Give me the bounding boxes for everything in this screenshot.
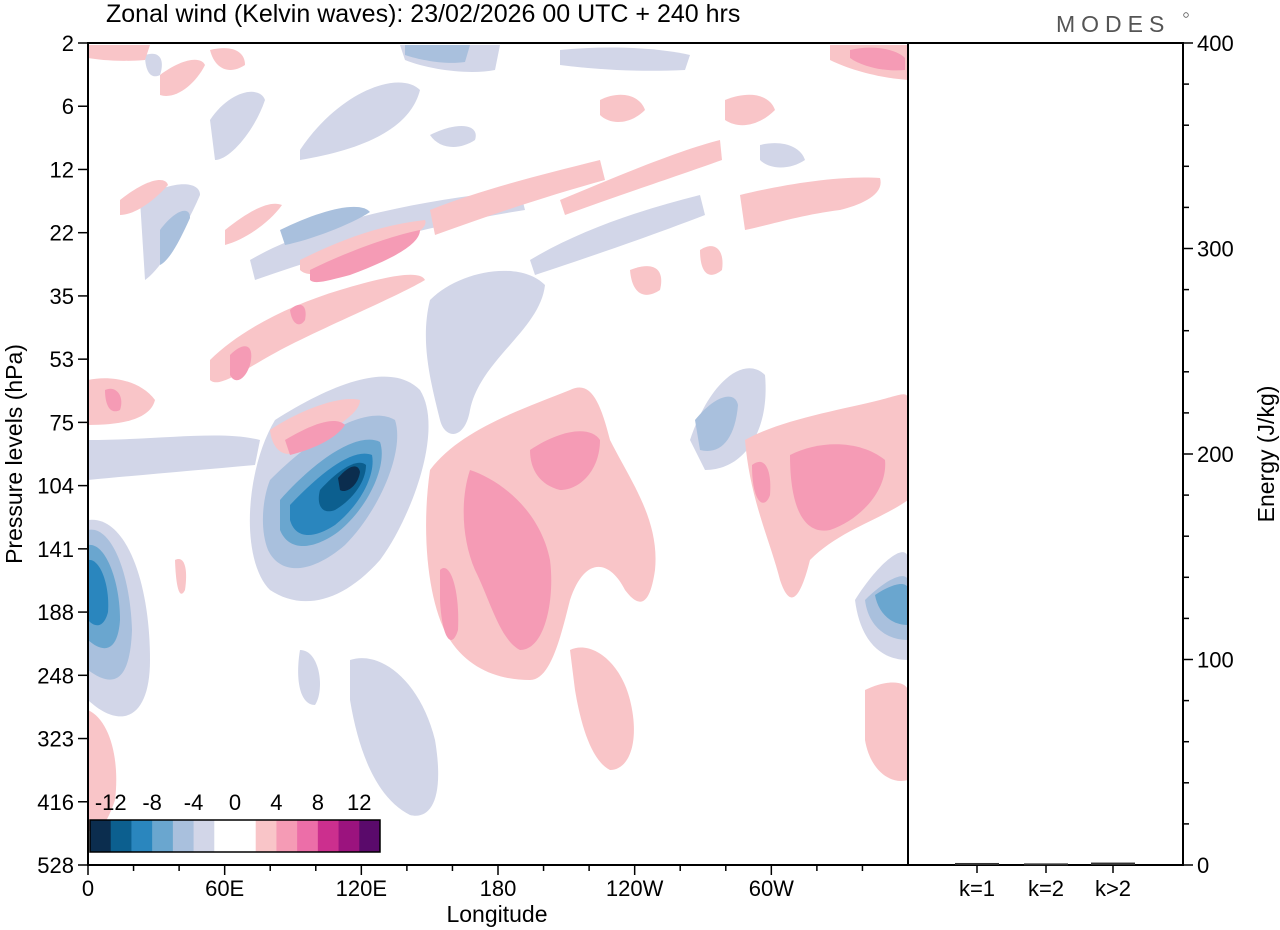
colorbar-swatch <box>172 820 195 852</box>
colorbar-swatch <box>110 820 132 852</box>
colorbar-swatch <box>317 820 340 852</box>
energy-tick-label: 400 <box>1197 31 1234 56</box>
colorbar-label: -4 <box>184 790 204 815</box>
x-axis-ticks: 0 60E 120E 180 120W 60W <box>82 865 864 901</box>
colorbar-swatch <box>276 820 298 852</box>
y-tick-label: 188 <box>37 600 74 625</box>
energy-category-label: k=2 <box>1028 876 1064 901</box>
energy-tick-label: 0 <box>1197 853 1209 878</box>
energy-tick-label: 100 <box>1197 648 1234 673</box>
logo-registered-mark <box>1183 12 1189 18</box>
energy-category-labels: k=1 k=2 k>2 <box>959 865 1131 901</box>
energy-category-label: k=1 <box>959 876 995 901</box>
colorbar-label: 4 <box>270 790 282 815</box>
y-tick-label: 416 <box>37 790 74 815</box>
positive-anomaly-mid <box>105 47 905 650</box>
energy-panel: 0 100 200 300 400 k=1 k=2 k>2 Energy (J/kg) <box>907 31 1279 901</box>
colorbar-swatch <box>297 820 319 852</box>
energy-tick-label: 300 <box>1197 237 1234 262</box>
x-tick-label: 180 <box>480 876 517 901</box>
y-tick-label: 75 <box>50 410 74 435</box>
x-tick-label: 120W <box>606 876 664 901</box>
colorbar-swatch <box>235 820 257 852</box>
modes-logo: MODES <box>1056 11 1170 37</box>
main-axes: 0 60E 120E 180 120W 60W 2 6 12 22 35 53 75 104 141 188… <box>1 31 909 927</box>
y-tick-label: 53 <box>50 347 74 372</box>
x-tick-label: 0 <box>82 876 94 901</box>
colorbar-swatch <box>90 820 112 852</box>
y-tick-label: 2 <box>62 31 74 56</box>
x-tick-label: 120E <box>336 876 387 901</box>
energy-bars <box>955 862 1135 866</box>
colorbar: -12 -8 -4 0 4 8 12 <box>89 790 381 853</box>
energy-bar <box>955 862 999 865</box>
y-tick-label: 35 <box>50 284 74 309</box>
chart-title: Zonal wind (Kelvin waves): 23/02/2026 00… <box>106 0 740 28</box>
colorbar-swatch <box>131 820 153 852</box>
energy-bar <box>1024 863 1068 866</box>
colorbar-swatches <box>90 820 381 852</box>
y-tick-label: 248 <box>37 663 74 688</box>
colorbar-label: 0 <box>229 790 241 815</box>
colorbar-label: -12 <box>95 790 127 815</box>
colorbar-swatch <box>214 820 236 852</box>
negative-anomaly-core <box>338 466 360 492</box>
energy-category-label: k>2 <box>1095 876 1131 901</box>
colorbar-swatch <box>359 820 381 852</box>
colorbar-label: 8 <box>312 790 324 815</box>
x-axis-label: Longitude <box>446 901 547 927</box>
y-tick-label: 22 <box>50 221 74 246</box>
y-tick-label: 528 <box>37 853 74 878</box>
y-tick-label: 141 <box>37 537 74 562</box>
y-axis-label: Pressure levels (hPa) <box>1 344 27 564</box>
x-tick-label: 60W <box>749 876 794 901</box>
colorbar-label: -8 <box>142 790 162 815</box>
y-axis-ticks: 2 6 12 22 35 53 75 104 141 188 248 323 416 528 <box>37 31 88 878</box>
colorbar-label: 12 <box>347 790 371 815</box>
colorbar-swatch <box>255 820 277 852</box>
y-tick-label: 6 <box>62 94 74 119</box>
x-tick-label: 60E <box>205 876 244 901</box>
y-tick-label: 323 <box>37 727 74 752</box>
colorbar-swatch <box>338 820 360 852</box>
colorbar-swatch <box>152 820 174 852</box>
energy-axis-label: Energy (J/kg) <box>1253 386 1279 523</box>
energy-tick-label: 200 <box>1197 442 1234 467</box>
energy-axis-ticks: 0 100 200 300 400 <box>1183 31 1234 878</box>
energy-bar <box>1091 862 1135 865</box>
colorbar-swatch <box>193 820 215 852</box>
zonal-wind-field <box>88 43 908 865</box>
colorbar-labels: -12 -8 -4 0 4 8 12 <box>95 790 372 815</box>
y-tick-label: 104 <box>37 474 74 499</box>
y-tick-label: 12 <box>50 157 74 182</box>
